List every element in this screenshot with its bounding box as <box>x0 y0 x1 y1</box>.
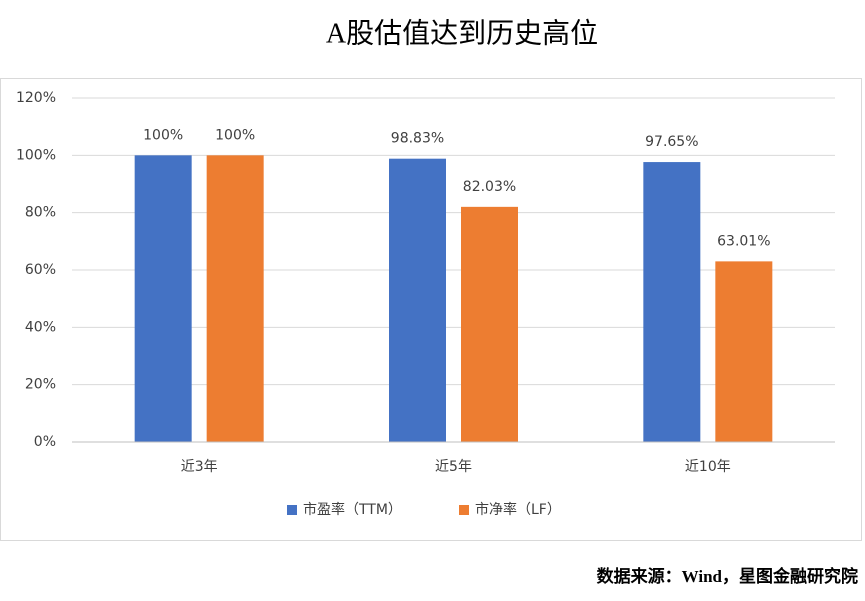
bar <box>389 158 446 443</box>
value-label: 97.65% <box>645 134 698 150</box>
value-label: 63.01% <box>717 233 770 249</box>
x-tick-label: 近3年 <box>181 459 218 475</box>
y-tick-label: 80% <box>25 205 56 221</box>
bar <box>643 162 701 442</box>
value-label: 100% <box>215 127 255 143</box>
y-tick-label: 0% <box>34 434 56 450</box>
bar <box>206 155 264 443</box>
x-tick-label: 近10年 <box>685 459 731 475</box>
value-label: 100% <box>143 127 183 143</box>
y-tick-label: 120% <box>16 90 56 106</box>
y-tick-label: 20% <box>25 377 56 393</box>
bar <box>461 206 518 442</box>
source-note: 数据来源：Wind，星图金融研究院 <box>597 566 858 586</box>
bar <box>715 261 773 442</box>
value-label: 98.83% <box>391 131 444 147</box>
chart-frame <box>0 78 862 541</box>
y-tick-label: 40% <box>25 319 56 335</box>
y-tick-label: 60% <box>25 262 56 278</box>
value-label: 82.03% <box>463 179 516 195</box>
legend-label: 市净率（LF） <box>475 501 561 518</box>
legend-label: 市盈率（TTM） <box>303 501 402 518</box>
x-tick-label: 近5年 <box>435 459 472 475</box>
legend-swatch <box>287 505 297 515</box>
y-tick-label: 100% <box>16 147 56 163</box>
chart-title: A股估值达到历史高位 <box>326 17 598 49</box>
legend-swatch <box>459 505 469 515</box>
bar <box>134 155 192 443</box>
